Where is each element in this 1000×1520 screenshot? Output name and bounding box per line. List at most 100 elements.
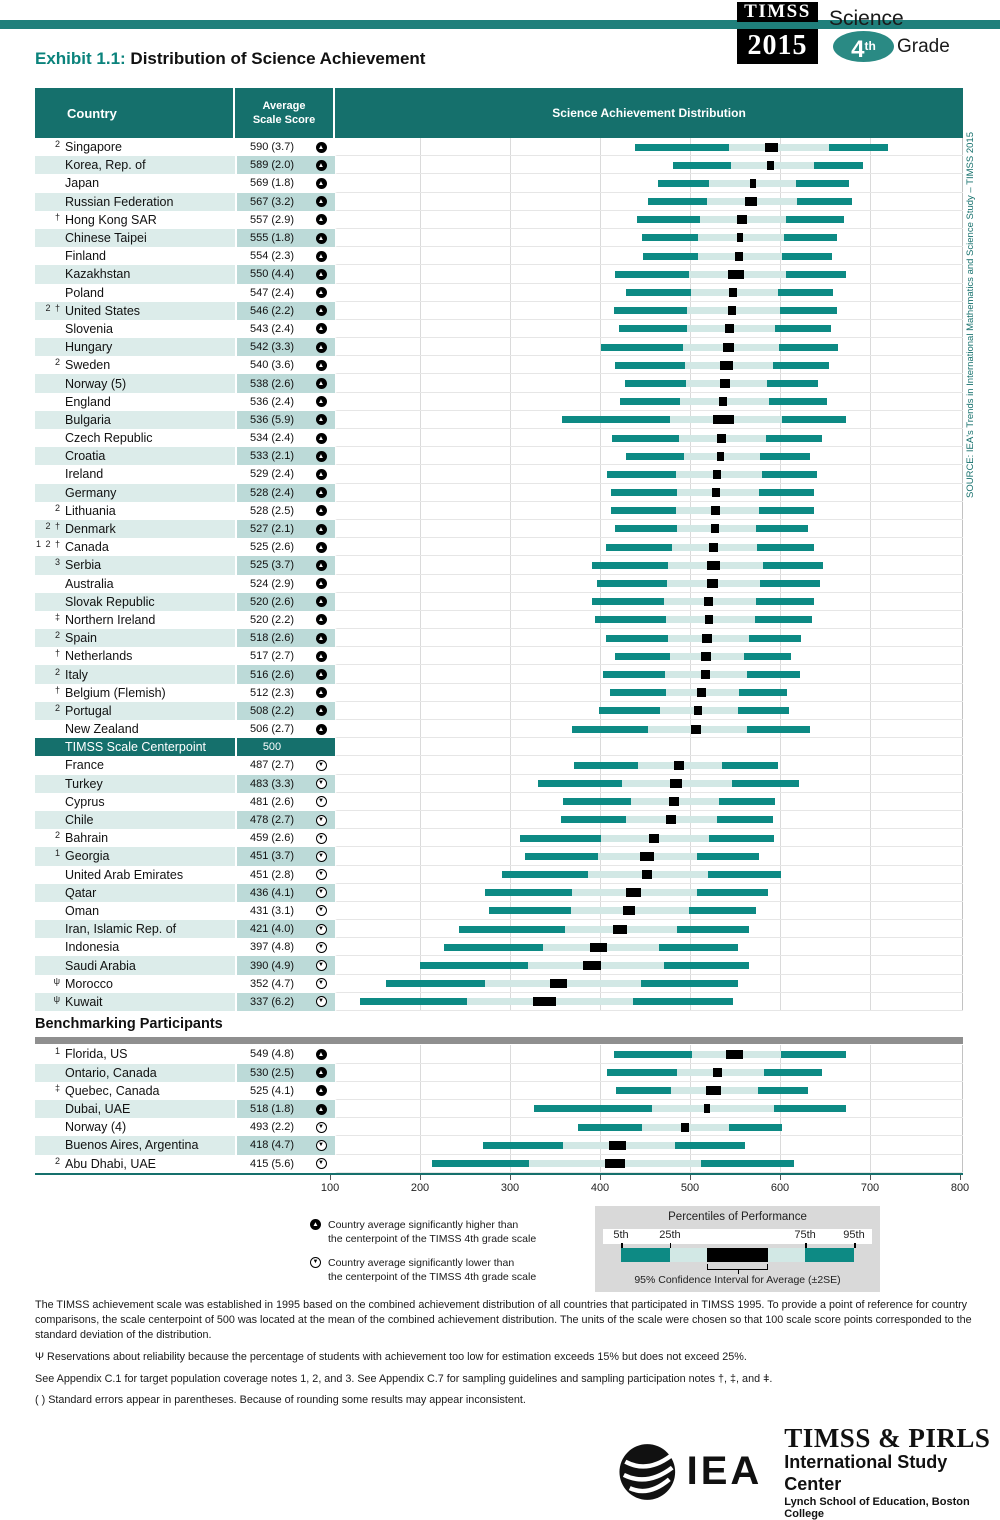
country-cell: Slovenia	[35, 320, 235, 338]
p75-p95-segment	[778, 343, 838, 351]
country-name: Czech Republic	[65, 431, 153, 446]
distribution-cell	[335, 665, 963, 684]
table-row: 1 Georgia 451 (3.7) ▼	[35, 847, 963, 866]
logo-year-text: 2015	[747, 30, 808, 61]
distribution-cell	[335, 810, 963, 830]
distribution-cell	[335, 956, 963, 975]
arrow-slot: ▼	[307, 869, 335, 881]
average-score: 431 (3.1)	[249, 904, 295, 917]
arrow-slot: ▲	[307, 214, 335, 226]
column-header-distribution: Science Achievement Distribution	[335, 88, 963, 138]
lower-arrow-icon: ▼	[315, 996, 327, 1008]
distribution-cell	[335, 1136, 963, 1155]
country-cell: Oman	[35, 902, 235, 920]
country-name: Northern Ireland	[65, 612, 156, 627]
p75-p95-segment	[782, 416, 847, 424]
table-row: ψ Morocco 352 (4.7) ▼	[35, 974, 963, 993]
confidence-interval-box	[727, 269, 744, 279]
p75-p95-segment	[700, 1160, 795, 1168]
score-cell: 459 (2.6) ▼	[235, 829, 335, 848]
arrow-slot: ▲	[307, 468, 335, 480]
confidence-interval-box	[735, 251, 744, 261]
average-score: 487 (2.7)	[249, 759, 295, 772]
exhibit-label: Exhibit 1.1:	[35, 49, 126, 68]
higher-arrow-icon: ▲	[315, 177, 327, 189]
table-header-row: Country Average Scale Score Science Achie…	[35, 88, 963, 138]
country-name: Norway (5)	[65, 376, 127, 391]
distribution-cell	[335, 447, 963, 466]
distribution-cell	[335, 629, 963, 648]
p5-p25-segment	[572, 725, 648, 733]
distribution-cell	[335, 829, 963, 848]
p5-p25-segment	[489, 907, 571, 915]
table-row: 2 Lithuania 528 (2.5) ▲	[35, 501, 963, 520]
p75-p95-segment	[785, 270, 847, 278]
table-row: 1 Florida, US 549 (4.8) ▲	[35, 1045, 963, 1064]
average-score: 536 (2.4)	[249, 395, 295, 408]
distribution-cell	[335, 265, 963, 284]
arrow-slot: ▼	[307, 1158, 335, 1170]
table-row: Oman 431 (3.1) ▼	[35, 901, 963, 921]
p75-p95-segment	[775, 325, 831, 333]
column-header-country: Country	[35, 88, 235, 138]
confidence-interval-box	[680, 1122, 689, 1132]
p5-p25-segment	[533, 1105, 653, 1113]
footnote-marker: 1	[54, 848, 61, 859]
country-cell: † Belgium (Flemish)	[35, 684, 235, 702]
footnote-scale: The TIMSS achievement scale was establis…	[35, 1299, 972, 1341]
score-cell: 508 (2.2) ▲	[235, 701, 335, 720]
score-cell: 533 (2.1) ▲	[235, 447, 335, 466]
arrow-slot: ▲	[307, 1103, 335, 1115]
country-cell: 1 2 † Canada	[35, 538, 235, 556]
country-name: France	[65, 758, 104, 773]
confidence-interval-box	[749, 178, 756, 188]
footnote-marker: 2	[54, 702, 61, 713]
confidence-interval-box	[745, 197, 757, 207]
arrow-slot: ▼	[307, 1139, 335, 1151]
country-cell: France	[35, 756, 235, 774]
distribution-cell	[335, 992, 963, 1011]
average-score: 569 (1.8)	[249, 177, 295, 190]
score-cell: 418 (4.7) ▼	[235, 1136, 335, 1155]
table-row: Indonesia 397 (4.8) ▼	[35, 938, 963, 957]
p75-p95-segment	[767, 379, 819, 387]
percentile-band	[635, 143, 889, 151]
confidence-interval-box	[728, 306, 737, 316]
score-cell: 518 (2.6) ▲	[235, 629, 335, 648]
confidence-interval-box	[728, 288, 738, 297]
score-cell: 506 (2.7) ▲	[235, 720, 335, 739]
axis-tick	[510, 1174, 511, 1180]
arrow-slot: ▼	[307, 1121, 335, 1133]
country-name: TIMSS Scale Centerpoint	[65, 740, 207, 755]
percentile-label: 25th	[659, 1229, 681, 1241]
legend-lower-item: ▼ Country average significantly lower th…	[310, 1257, 580, 1284]
footnote-marker: ‡	[54, 1082, 61, 1093]
arrow-slot: ▲	[307, 287, 335, 299]
p75-p95-segment	[759, 507, 814, 515]
confidence-interval-box	[691, 724, 702, 734]
higher-arrow-icon: ▲	[315, 287, 327, 299]
score-cell: 557 (2.9) ▲	[235, 210, 335, 229]
arrow-slot: ▲	[307, 578, 335, 590]
country-name: Spain	[65, 631, 97, 646]
p5-p25-segment	[619, 325, 688, 333]
p75-p95-segment	[785, 216, 845, 224]
table-row: Dubai, UAE 518 (1.8) ▲	[35, 1099, 963, 1119]
percentile-band	[520, 834, 775, 842]
score-cell: 538 (2.6) ▲	[235, 374, 335, 393]
p75-p95-segment	[795, 179, 849, 187]
country-cell: 2 Spain	[35, 629, 235, 648]
country-name: Bulgaria	[65, 412, 111, 427]
lower-arrow-icon: ▼	[310, 1257, 321, 1269]
distribution-cell	[335, 228, 963, 248]
higher-arrow-icon: ▲	[315, 359, 327, 371]
table-row: 2 Italy 516 (2.6) ▲	[35, 665, 963, 684]
arrow-slot: ▲	[307, 305, 335, 317]
arrow-slot: ▲	[307, 196, 335, 208]
average-score: 533 (2.1)	[249, 450, 295, 463]
percentiles-legend-title: Percentiles of Performance	[668, 1211, 807, 1223]
percentiles-legend: Percentiles of Performance 5th 25th 75th 95…	[595, 1206, 880, 1292]
footnote-marker: ‡	[54, 611, 61, 622]
footnote-marker: 2	[54, 502, 61, 513]
footnote-marker: 2	[54, 1155, 61, 1166]
